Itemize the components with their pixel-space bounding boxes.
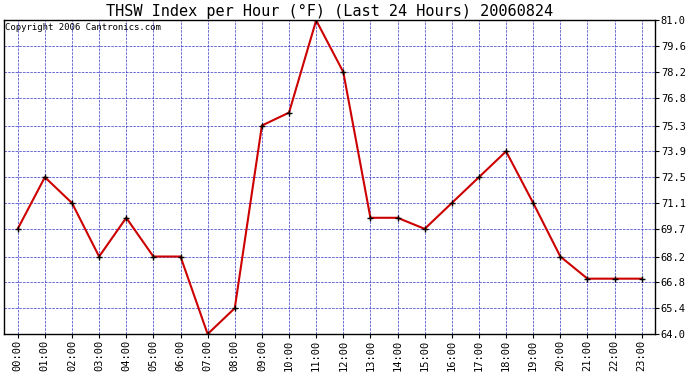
Text: Copyright 2006 Cantronics.com: Copyright 2006 Cantronics.com [6, 24, 161, 33]
Title: THSW Index per Hour (°F) (Last 24 Hours) 20060824: THSW Index per Hour (°F) (Last 24 Hours)… [106, 4, 553, 19]
